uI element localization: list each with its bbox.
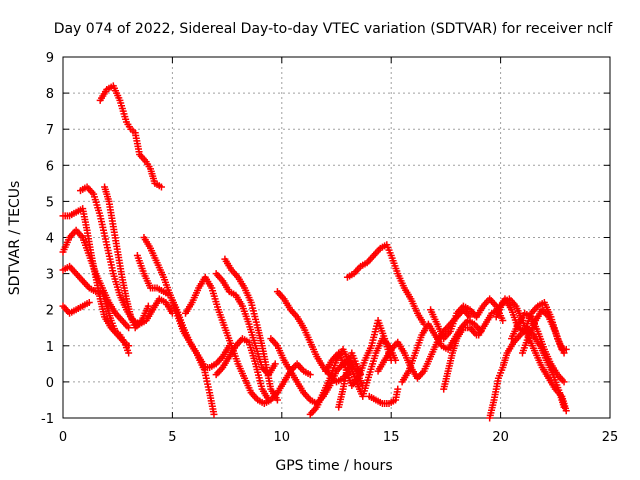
axis-ticks [62,56,611,419]
data-point [387,356,395,364]
series-s3 [101,183,152,332]
series-s29 [518,306,570,357]
series-s19 [343,241,428,328]
series-s13 [221,255,281,404]
data-point [562,345,570,353]
data-points [59,82,570,422]
y-tick-label: 5 [46,195,54,210]
x-tick-label: 10 [274,430,291,445]
series-s7 [59,298,93,317]
data-point [273,396,281,404]
y-tick-label: 9 [46,51,54,66]
series-s16 [306,335,400,418]
y-tick-label: 3 [46,268,54,283]
data-point [265,396,273,404]
data-point [125,349,133,357]
series-s12 [212,335,273,404]
y-tick-label: 4 [46,232,54,247]
series-s23 [427,295,507,343]
y-tick-label: 1 [46,340,54,355]
data-point [562,407,570,415]
series-s10 [182,273,314,408]
y-tick-label: 6 [46,159,54,174]
x-tick-label: 5 [168,430,176,445]
data-point [499,317,507,325]
x-tick-label: 15 [383,430,400,445]
data-point [394,385,402,393]
data-point [125,324,133,332]
data-point [271,360,279,368]
x-tick-labels: 0 5 10 15 20 25 [59,430,618,445]
data-point [125,342,133,350]
x-tick-label: 25 [602,430,619,445]
x-axis-label: GPS time / hours [275,458,392,474]
series-s18 [322,317,395,390]
data-point [210,410,218,418]
series-s28 [508,309,568,386]
data-point [144,302,152,310]
series-s8 [140,234,218,418]
series-s20 [365,385,402,408]
data-point [560,378,568,386]
series-s1 [96,82,165,191]
series-s24 [440,324,481,393]
y-tick-label: 2 [46,304,54,319]
data-point [157,183,165,191]
y-axis-label: SDTVAR / TECUs [7,181,23,296]
series-s14 [273,288,354,386]
y-tick-label: 0 [46,376,54,391]
chart-title: Day 074 of 2022, Sidereal Day-to-day VTE… [54,21,614,37]
y-tick-label: -1 [41,412,54,427]
data-point [306,371,314,379]
y-tick-label: 7 [46,123,54,138]
series-s5 [59,226,133,332]
series-s6 [59,262,133,350]
y-tick-label: 8 [46,87,54,102]
x-tick-label: 0 [59,430,67,445]
y-tick-labels: -1 0 1 2 3 4 5 6 7 8 9 [41,51,54,427]
data-point [85,298,93,306]
x-tick-label: 20 [492,430,509,445]
